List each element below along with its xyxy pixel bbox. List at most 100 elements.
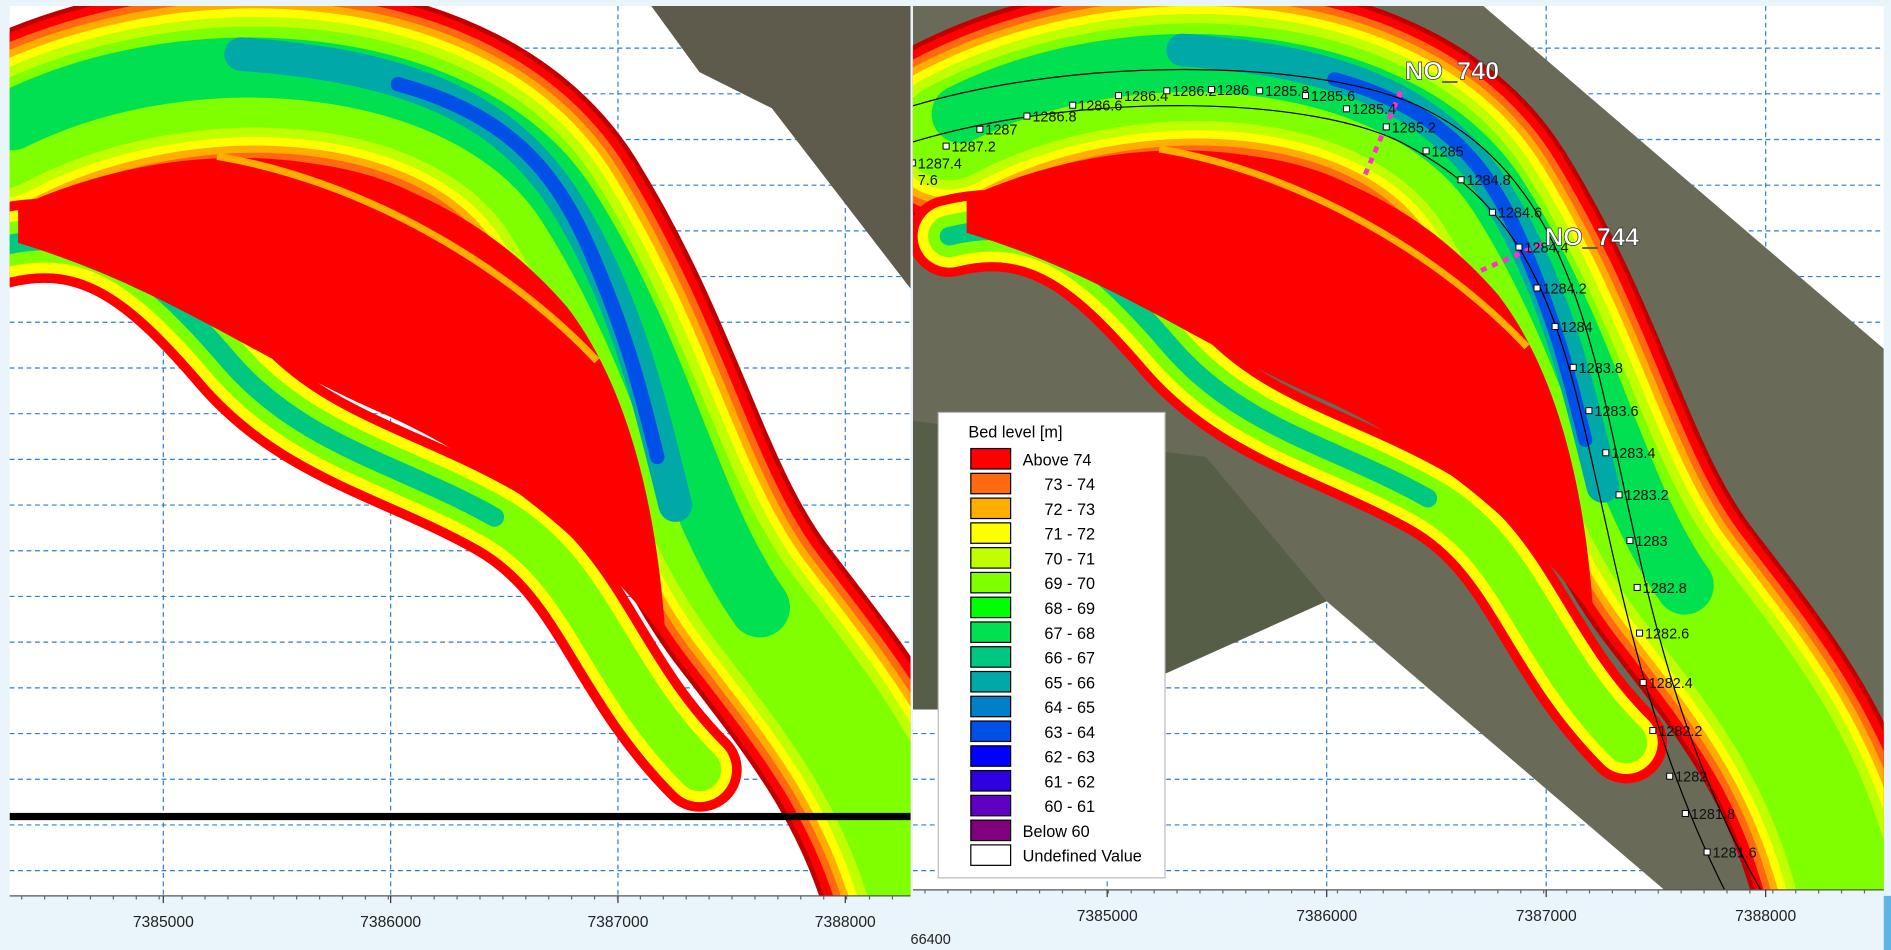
- legend: Bed level [m] Above 74 73 - 74 72 - 73 71 - …: [938, 412, 1165, 877]
- chainage-marker: [1343, 106, 1349, 112]
- x-tick-label: 7387000: [1516, 908, 1577, 925]
- chainage-marker: [1603, 450, 1609, 456]
- chainage-marker: [1682, 811, 1688, 817]
- legend-label: 71 - 72: [1044, 526, 1095, 544]
- legend-label: 68 - 69: [1044, 600, 1095, 618]
- chainage-marker: [1423, 148, 1429, 154]
- chainage-label: 1282.4: [1649, 676, 1693, 692]
- legend-swatch: [971, 771, 1011, 791]
- legend-swatch: [971, 498, 1011, 518]
- chainage-marker: [1650, 728, 1656, 734]
- chainage-marker: [1586, 408, 1592, 414]
- chainage-label: 1285.4: [1352, 102, 1396, 118]
- chainage-marker: [1489, 209, 1495, 215]
- chainage-marker: [1627, 538, 1633, 544]
- legend-swatch: [971, 572, 1011, 592]
- chainage-marker: [1257, 88, 1263, 94]
- legend-swatch: [971, 746, 1011, 766]
- chainage-marker: [1640, 679, 1646, 685]
- legend-swatch: [971, 820, 1011, 840]
- chainage-label: 1283.8: [1579, 361, 1623, 377]
- chainage-label: 1283.4: [1611, 446, 1655, 462]
- chainage-marker: [1208, 87, 1214, 93]
- cross-line: [10, 813, 911, 820]
- chainage-label: 1286.4: [1124, 89, 1168, 105]
- chainage-label: 1285.2: [1392, 120, 1436, 136]
- legend-label: 62 - 63: [1044, 749, 1095, 767]
- chainage-marker: [1116, 93, 1122, 99]
- chainage-label: 1287.4: [918, 156, 962, 172]
- legend-swatch: [971, 473, 1011, 493]
- chainage-marker: [1302, 93, 1308, 99]
- chainage-marker: [1552, 323, 1558, 329]
- legend-swatch: [971, 597, 1011, 617]
- chainage-label: 1282: [1675, 770, 1707, 786]
- chainage-marker: [1070, 102, 1076, 108]
- legend-label: 64 - 65: [1044, 699, 1095, 717]
- chainage-label: 1284.2: [1542, 281, 1586, 297]
- legend-swatch: [971, 845, 1011, 865]
- chainage-label: 1286.8: [1032, 109, 1076, 125]
- x-tick-label: 7385000: [133, 914, 194, 931]
- legend-swatch: [971, 647, 1011, 667]
- legend-swatch: [971, 721, 1011, 741]
- chainage-label: 1283: [1635, 534, 1667, 550]
- x-tick-label: 7386000: [1296, 908, 1357, 925]
- chainage-marker: [1637, 630, 1643, 636]
- chainage-label: 1286.6: [1078, 99, 1122, 115]
- legend-title: Bed level [m]: [968, 424, 1062, 442]
- legend-label: Undefined Value: [1023, 848, 1142, 866]
- chainage-marker: [1704, 849, 1710, 855]
- chainage-label: 1282.6: [1645, 627, 1689, 643]
- x-tick-label: 7388000: [1735, 908, 1796, 925]
- legend-swatch: [971, 449, 1011, 469]
- section-label: NO_740: [1405, 57, 1499, 85]
- legend-swatch: [971, 795, 1011, 815]
- chainage-marker: [943, 143, 949, 149]
- chainage-marker: [1667, 773, 1673, 779]
- chainage-marker: [1164, 88, 1170, 94]
- chainage-label: 1281.8: [1691, 807, 1735, 823]
- extra-label: 66400: [911, 932, 951, 948]
- chainage-label: 1286: [1217, 83, 1249, 99]
- legend-label: 67 - 68: [1044, 625, 1095, 643]
- legend-label: 73 - 74: [1044, 476, 1095, 494]
- legend-label: 60 - 61: [1044, 798, 1095, 816]
- chainage-label: 1284.8: [1466, 173, 1510, 189]
- legend-label: 72 - 73: [1044, 501, 1095, 519]
- x-tick-label: 7388000: [815, 914, 876, 931]
- chainage-label: 1287: [985, 123, 1017, 139]
- legend-swatch: [971, 622, 1011, 642]
- chainage-marker: [1534, 285, 1540, 291]
- section-label: NO_744: [1545, 223, 1639, 251]
- chainage-marker: [1458, 177, 1464, 183]
- legend-swatch: [971, 696, 1011, 716]
- x-tick-label: 7386000: [360, 914, 421, 931]
- chainage-label: 1283.6: [1594, 404, 1638, 420]
- x-tick-label: 7387000: [587, 914, 648, 931]
- legend-label: 66 - 67: [1044, 650, 1095, 668]
- legend-label: Above 74: [1023, 451, 1092, 469]
- legend-swatch: [971, 548, 1011, 568]
- legend-label: 70 - 71: [1044, 550, 1095, 568]
- chainage-marker: [1516, 244, 1522, 250]
- legend-label: 63 - 64: [1044, 724, 1095, 742]
- chainage-label: 7.6: [918, 173, 938, 189]
- chainage-label: 1285: [1432, 144, 1464, 160]
- legend-label: 65 - 66: [1044, 674, 1095, 692]
- chainage-marker: [977, 126, 983, 132]
- chainage-marker: [1383, 124, 1389, 130]
- screen: 7.61287.41287.21287 1286.81286.61286.4 128…: [0, 0, 1891, 950]
- x-tick-label: 7385000: [1077, 908, 1138, 925]
- legend-swatch: [971, 671, 1011, 691]
- legend-label: Below 60: [1023, 823, 1090, 841]
- chainage-label: 1283.2: [1624, 488, 1668, 504]
- chainage-label: 1281.6: [1713, 845, 1757, 861]
- chainage-label: 1287.2: [952, 140, 996, 156]
- chainage-label: 1282.2: [1658, 724, 1702, 740]
- chainage-marker: [1570, 364, 1576, 370]
- chainage-label: 1284.6: [1498, 206, 1542, 222]
- chainage-label: 1282.8: [1643, 581, 1687, 597]
- chainage-marker: [1616, 492, 1622, 498]
- chainage-label: 1284: [1561, 320, 1593, 336]
